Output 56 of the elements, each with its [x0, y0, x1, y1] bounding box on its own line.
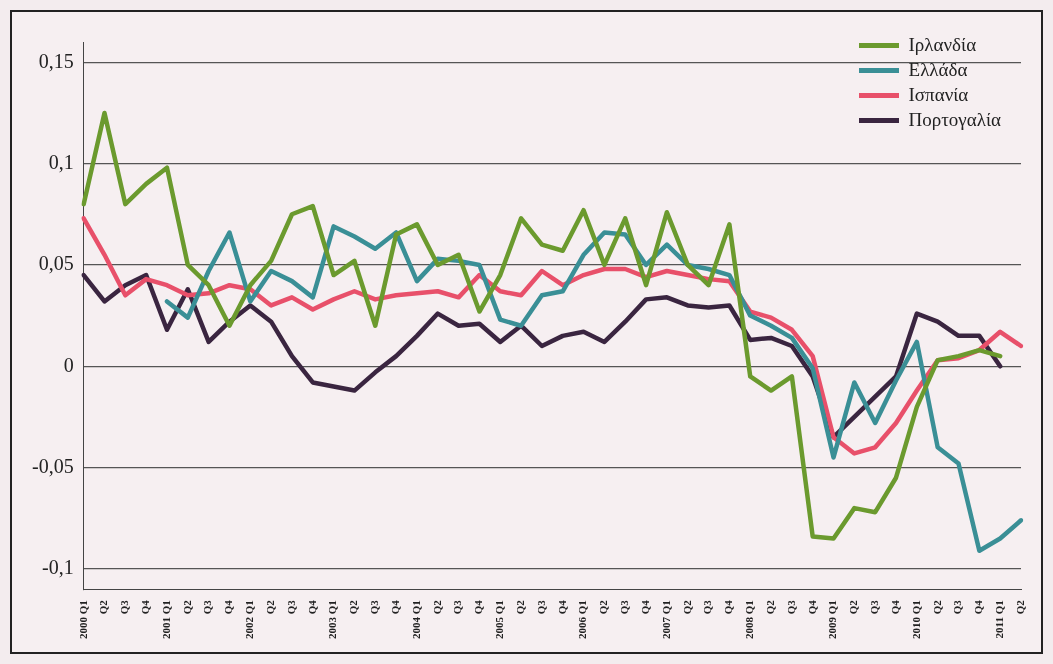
x-tick-label: Q2	[763, 599, 776, 615]
x-tick-label: 2008 Q1	[743, 600, 756, 640]
x-tick-label: Q2	[263, 599, 276, 615]
x-tick-label: 2001 Q1	[159, 600, 172, 640]
x-tick-label: 2009 Q1	[826, 600, 839, 640]
x-tick-label: Q4	[138, 599, 151, 615]
y-tick-label: 0	[63, 353, 74, 376]
legend-label: Ελλάδα	[908, 59, 968, 81]
x-tick-label: Q2	[1013, 599, 1026, 615]
x-tick-label: Q3	[534, 599, 547, 615]
x-tick-label: Q3	[451, 599, 464, 615]
y-tick-label: 0,05	[38, 252, 74, 275]
x-tick-label: Q2	[680, 599, 693, 615]
x-tick-label: 2011 Q1	[993, 600, 1006, 639]
x-tick-label: Q3	[118, 599, 131, 615]
x-tick-label: Q4	[222, 599, 235, 615]
legend-label: Ιρλανδία	[908, 34, 977, 56]
x-tick-label: Q3	[284, 599, 297, 615]
y-tick-label: 0,1	[48, 150, 74, 173]
legend-label: Ισπανία	[908, 84, 969, 106]
x-tick-label: Q4	[805, 599, 818, 615]
x-tick-label: Q4	[555, 599, 568, 615]
x-tick-label: Q3	[701, 599, 714, 615]
x-tick-label: 2000 Q1	[76, 600, 89, 640]
x-tick-label: Q4	[638, 599, 651, 615]
x-tick-label: Q2	[347, 599, 360, 615]
x-tick-label: Q2	[597, 599, 610, 615]
x-tick-label: 2004 Q1	[409, 600, 422, 640]
x-tick-label: 2002 Q1	[243, 600, 256, 640]
y-tick-label: -0,05	[31, 454, 74, 477]
x-tick-label: Q2	[513, 599, 526, 615]
legend-label: Πορτογαλία	[908, 109, 1001, 131]
x-tick-label: Q3	[618, 599, 631, 615]
x-tick-label: Q4	[722, 599, 735, 615]
x-tick-label: Q3	[784, 599, 797, 615]
x-tick-label: Q3	[201, 599, 214, 615]
x-tick-label: Q3	[951, 599, 964, 615]
x-tick-label: 2006 Q1	[576, 600, 589, 640]
y-tick-label: 0,15	[38, 49, 74, 72]
x-tick-label: 2010 Q1	[909, 600, 922, 640]
x-tick-label: 2003 Q1	[326, 600, 339, 640]
x-tick-label: Q4	[888, 599, 901, 615]
x-tick-label: 2005 Q1	[493, 600, 506, 640]
x-tick-label: Q2	[930, 599, 943, 615]
x-tick-label: Q4	[472, 599, 485, 615]
x-tick-label: Q2	[180, 599, 193, 615]
x-tick-label: Q3	[368, 599, 381, 615]
x-tick-label: Q4	[388, 599, 401, 615]
x-tick-label: Q4	[972, 599, 985, 615]
x-tick-label: Q2	[97, 599, 110, 615]
x-tick-label: Q4	[305, 599, 318, 615]
x-tick-label: Q3	[868, 599, 881, 615]
x-tick-label: Q2	[847, 599, 860, 615]
x-tick-label: Q2	[430, 599, 443, 615]
x-tick-label: 2007 Q1	[659, 600, 672, 640]
y-tick-label: -0,1	[41, 556, 74, 579]
